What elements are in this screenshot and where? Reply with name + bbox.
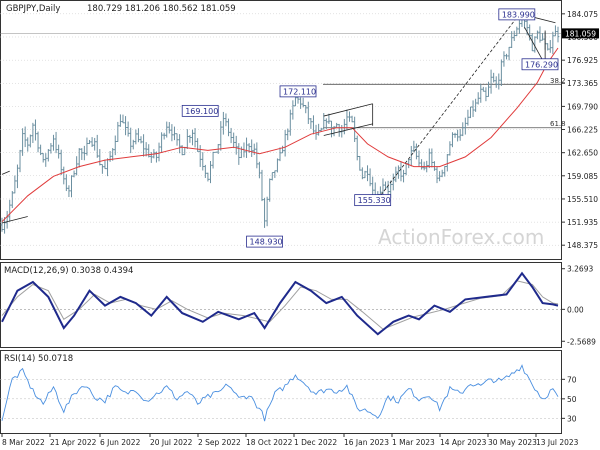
x-tick-label: 30 May 2023	[488, 438, 537, 447]
y-axis-labels: 184.075180.500176.925173.365169.790166.2…	[561, 10, 599, 423]
macd-panel-frame	[0, 262, 562, 348]
x-axis-labels: 8 Mar 2022 21 Apr 2022 6 Jun 2022 20 Jul 20…	[1, 433, 579, 447]
annotation-box	[181, 104, 219, 117]
rsi-tick-label: 30	[567, 414, 577, 423]
grid-lines	[0, 13, 561, 419]
x-tick-label: 8 Mar 2022	[2, 438, 45, 447]
x-tick-label: 18 Oct 2022	[246, 438, 293, 447]
last-price-label: 181.059	[565, 29, 596, 38]
fib-label: 61.8	[550, 120, 566, 128]
price-tick-label: 159.085	[567, 172, 598, 181]
price-panel-frame	[0, 0, 562, 260]
x-tick-label: 20 Jul 2022	[150, 438, 193, 447]
annotation-label: 155.330	[358, 196, 391, 205]
rsi-tick-label: 70	[567, 375, 577, 384]
price-tick-label: 176.925	[567, 56, 598, 65]
annotation-label: 169.100	[185, 107, 218, 116]
price-tick-label: 155.510	[567, 195, 598, 204]
rsi-line	[1, 364, 559, 422]
last-price-box	[562, 28, 599, 39]
rsi-title: RSI(14) 50.0718	[4, 354, 73, 364]
annotation-label: 148.930	[250, 238, 283, 247]
trendline-start	[1, 216, 28, 224]
rsi-series	[1, 364, 559, 422]
ema-series	[1, 47, 559, 223]
price-tick-label: 173.365	[567, 79, 598, 88]
ohlc-label: 180.729 181.206 180.562 181.059	[87, 4, 236, 14]
rally-dashed-line	[377, 17, 518, 200]
annotation-box	[354, 194, 392, 207]
annotation-label: 172.110	[283, 87, 316, 96]
price-tick-label: 166.225	[567, 126, 598, 135]
channel-upper	[323, 103, 373, 117]
rsi-tick-label: 50	[567, 395, 577, 404]
x-tick-label: 21 Apr 2022	[50, 438, 97, 447]
macd-lines	[1, 271, 559, 336]
annotation-box	[246, 235, 283, 248]
annotation-label: 176.290	[525, 60, 558, 69]
x-tick-label: 14 Apr 2023	[440, 438, 487, 447]
price-candles	[0, 10, 560, 234]
price-annotations: 183.990 172.110 169.100 176.290 155.330 148.9…	[181, 8, 559, 248]
macd-title: MACD(12,26,9) 0.3038 0.4394	[4, 266, 133, 276]
macd-tick-label: 0.00	[567, 305, 584, 314]
x-tick-label: 1 Dec 2022	[294, 438, 337, 447]
x-tick-label: 1 Mar 2023	[392, 438, 435, 447]
macd-series	[1, 271, 559, 336]
ema-line	[1, 47, 559, 223]
annotation-box	[279, 85, 317, 98]
annotation-label: 183.990	[502, 10, 535, 19]
trendline-start-upper	[1, 170, 10, 175]
rsi-panel-frame	[0, 350, 562, 434]
fib-label: 38.2	[550, 77, 566, 85]
annotation-box	[521, 58, 559, 71]
price-tick-label: 162.650	[567, 149, 598, 158]
annotation-box	[498, 8, 536, 21]
symbol-label: GBPJPY,Daily	[6, 4, 60, 14]
x-tick-label: 6 Jun 2022	[100, 438, 141, 447]
x-tick-label: 16 Jan 2023	[344, 438, 389, 447]
channel-lower	[323, 123, 373, 136]
price-tick-label: 184.075	[567, 10, 598, 19]
price-tick-label: 148.375	[567, 241, 598, 250]
price-tick-label: 169.790	[567, 102, 598, 111]
macd-tick-label: 3.2693	[567, 265, 593, 274]
watermark: ActionForex.com	[378, 225, 544, 249]
x-tick-label: 13 Jul 2023	[536, 438, 579, 447]
fib-levels: 38.2 61.8	[323, 77, 566, 128]
x-tick-label: 2 Sep 2022	[198, 438, 241, 447]
price-tick-label: 151.935	[567, 218, 598, 227]
trend-lines	[1, 13, 556, 224]
macd-tick-label: -2.5689	[567, 337, 596, 346]
